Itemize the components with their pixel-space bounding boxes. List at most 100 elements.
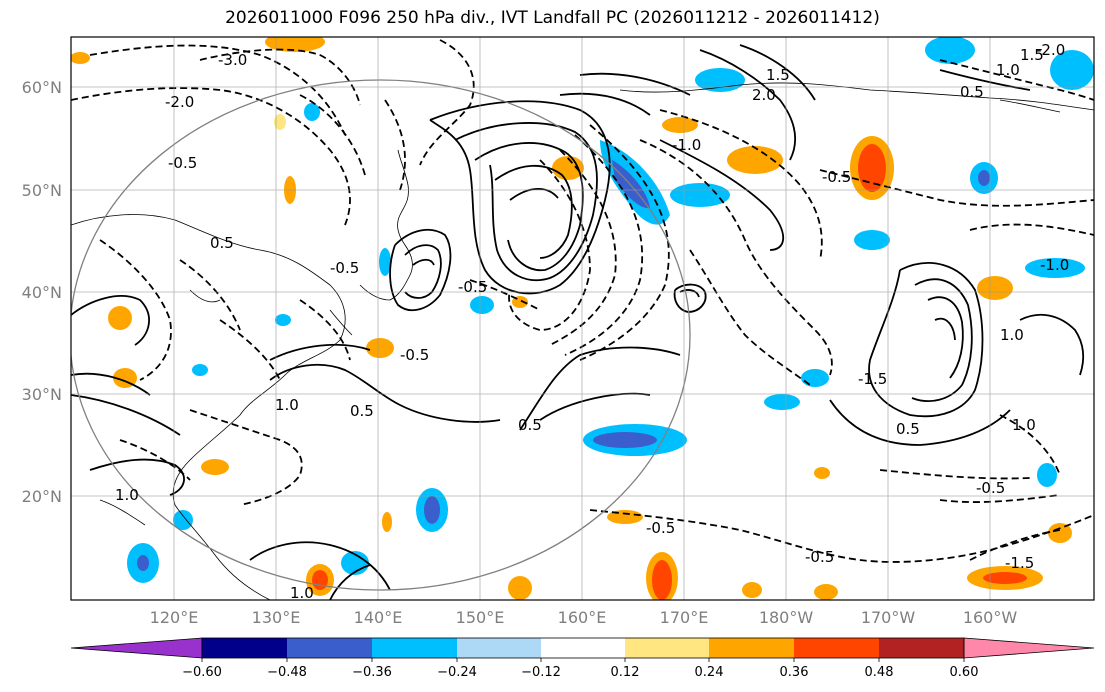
shade-patch: [662, 117, 698, 133]
contour-label: -0.5: [646, 519, 675, 537]
contour-label: -1.0: [672, 136, 701, 154]
contour-label: 1.0: [1000, 326, 1024, 344]
shade-patch: [978, 170, 990, 186]
contour-label: 0.5: [210, 234, 234, 252]
colorbar-tick: 0.12: [611, 665, 640, 680]
shade-patch: [192, 364, 208, 376]
lat-label: 30°N: [22, 385, 62, 404]
lon-label: 130°E: [252, 608, 301, 627]
colorbar-tick: 0.60: [950, 665, 979, 680]
divergence-shading: [71, 37, 1094, 600]
lon-label: 140°E: [354, 608, 403, 627]
map-border: [70, 36, 1095, 601]
shade-patch: [858, 144, 886, 192]
shade-patch: [983, 572, 1027, 584]
shade-patch: [379, 248, 391, 276]
lat-label: 20°N: [22, 487, 62, 506]
colorbar-segment: [202, 638, 287, 658]
shade-patch: [508, 576, 532, 600]
colorbar-tick: −0.24: [437, 665, 477, 680]
shade-patch: [814, 584, 838, 600]
contour-label: 1.0: [115, 486, 139, 504]
shade-patch: [977, 276, 1013, 300]
colorbar-segment: [457, 638, 541, 658]
map-title: 2026011000 F096 250 hPa div., IVT Landfa…: [225, 8, 880, 28]
contour-label: -0.5: [330, 259, 359, 277]
region-circle: [71, 79, 691, 591]
shade-patch: [925, 37, 975, 64]
colorbar-segment: [287, 638, 372, 658]
shade-patch: [275, 314, 291, 326]
shade-patch: [670, 183, 730, 207]
contour-label: -0.5: [458, 278, 487, 296]
shade-patch: [814, 467, 830, 479]
contour-label: -1.0: [1040, 256, 1069, 274]
contour-label: -0.5: [976, 479, 1005, 497]
colorbar-extend-low: [70, 637, 203, 659]
shade-patch: [265, 37, 325, 52]
colorbar-tick: 0.24: [695, 665, 724, 680]
negative-contours: [71, 39, 1094, 563]
colorbar-tick: −0.60: [182, 665, 222, 680]
shade-patch: [312, 570, 328, 590]
contour-label: 0.5: [518, 416, 542, 434]
gridlines: [71, 37, 1094, 600]
contour-label: 1.0: [1012, 416, 1036, 434]
colorbar-segment: [625, 638, 709, 658]
shade-patch: [424, 496, 440, 524]
shade-patch: [1037, 463, 1057, 487]
shade-patch: [854, 230, 890, 250]
longitude-labels: 120°E 130°E 140°E 150°E 160°E 170°E 180°…: [150, 608, 1018, 627]
lon-label: 180°W: [759, 608, 814, 627]
coastlines: [71, 82, 1094, 600]
colorbar-border: [201, 637, 965, 659]
contour-label: -0.5: [805, 548, 834, 566]
shade-patch: [652, 560, 672, 600]
colorbar-tick: 0.48: [865, 665, 894, 680]
contour-label: 0.5: [960, 83, 984, 101]
contour-label: -0.5: [400, 346, 429, 364]
contour-label: -1.5: [1005, 554, 1034, 572]
lon-label: 170°E: [660, 608, 709, 627]
lon-label: 170°W: [861, 608, 916, 627]
colorbar-segment: [372, 638, 457, 658]
shade-patch: [801, 369, 829, 387]
contour-label: 1.5: [1020, 46, 1044, 64]
lon-label: 160°W: [963, 608, 1018, 627]
contour-label: -0.5: [168, 154, 197, 172]
shade-patch: [742, 582, 762, 598]
contour-label: 1.0: [290, 584, 314, 602]
map-area: [71, 37, 1094, 600]
shade-patch: [593, 432, 657, 448]
contour-label: 0.5: [350, 402, 374, 420]
lat-label: 40°N: [22, 283, 62, 302]
contour-label: -1.5: [858, 370, 887, 388]
lon-label: 120°E: [150, 608, 199, 627]
shade-patch: [1025, 258, 1085, 278]
colorbar-extend-high: [963, 637, 1095, 659]
colorbar-segment: [541, 638, 625, 658]
colorbar-tick: −0.12: [521, 665, 561, 680]
contour-label: 1.0: [996, 61, 1020, 79]
colorbar-tick: −0.36: [352, 665, 392, 680]
shade-patch: [173, 510, 193, 530]
shade-patch: [108, 306, 132, 330]
latitude-labels: 20°N 30°N 40°N 50°N 60°N: [22, 78, 62, 506]
contour-label: -2.0: [165, 93, 194, 111]
colorbar-segment: [879, 638, 964, 658]
shade-patch: [366, 338, 394, 358]
lat-label: 50°N: [22, 181, 62, 200]
contour-label: 2.0: [752, 86, 776, 104]
contour-label: -2.0: [1036, 41, 1065, 59]
shade-patch: [201, 459, 229, 475]
colorbar: −0.60 −0.48 −0.36 −0.24 −0.12 0.12 0.24 …: [70, 637, 1095, 680]
shade-patch: [304, 103, 320, 121]
lon-label: 160°E: [558, 608, 607, 627]
shade-patch: [137, 555, 149, 571]
contour-label: 1.5: [766, 66, 790, 84]
contour-label: -3.0: [218, 51, 247, 69]
colorbar-segment: [709, 638, 794, 658]
shade-patch: [71, 52, 90, 64]
contour-label: -0.5: [822, 168, 851, 186]
